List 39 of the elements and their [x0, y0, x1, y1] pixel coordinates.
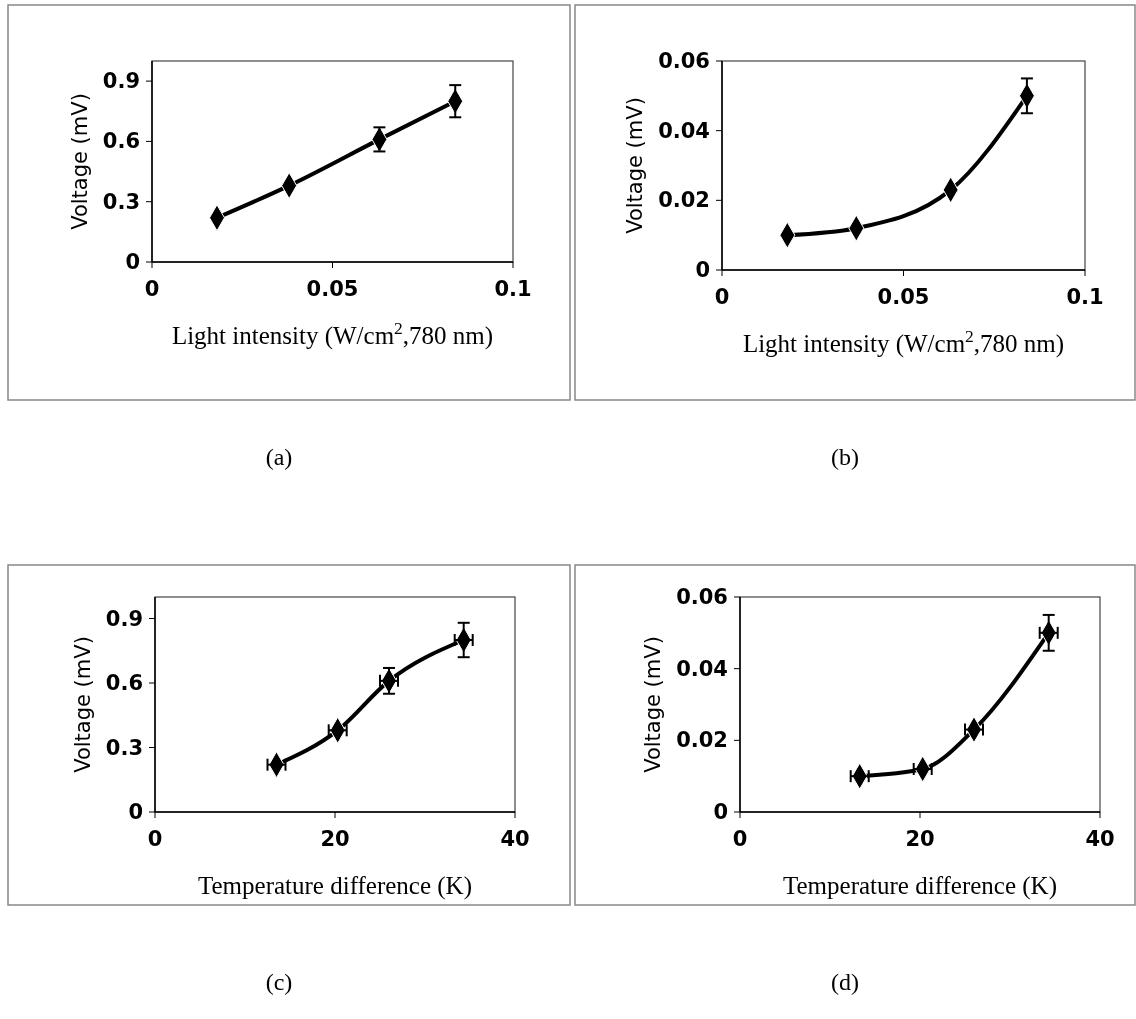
text: (b): [831, 444, 859, 470]
y-tick-label: 0.02: [658, 188, 710, 213]
x-axis-title: Light intensity (W/cm$^{2}$,780 nm): [171, 318, 494, 350]
x-tick-label: 20: [320, 827, 350, 851]
x-axis-title: Temperature difference (K): [197, 872, 473, 900]
x-tick-label: 0.1: [494, 277, 532, 301]
x-tick-label: 0.05: [877, 285, 930, 309]
x-tick-label: 0: [147, 827, 163, 851]
x-tick-label: 20: [905, 827, 935, 851]
y-tick-label: 0.6: [105, 671, 143, 695]
y-axis-title: Voltage (mV): [71, 636, 95, 773]
x-tick-label: 0.1: [1066, 285, 1104, 309]
y-tick-label: 0: [128, 800, 143, 824]
y-axis-title: Voltage (mV): [641, 636, 665, 773]
x-axis-title: Temperature difference (K): [782, 872, 1058, 900]
text: (d): [831, 969, 859, 995]
y-axis-title: Voltage (mV): [623, 97, 647, 234]
text: (c): [265, 969, 293, 995]
y-tick-label: 0.04: [676, 656, 728, 681]
y-tick-label: 0.9: [102, 69, 140, 94]
y-tick-label: 0.6: [102, 129, 140, 154]
y-tick-label: 0: [125, 250, 140, 274]
y-tick-label: 0.06: [676, 585, 728, 609]
x-tick-label: 0: [732, 827, 748, 851]
y-tick-label: 0.02: [676, 728, 728, 753]
text: (a): [265, 444, 293, 470]
y-tick-label: 0.9: [105, 606, 143, 631]
y-tick-label: 0.04: [658, 118, 710, 143]
y-axis-title: Voltage (mV): [68, 93, 92, 230]
y-tick-label: 0.3: [105, 735, 143, 760]
y-tick-label: 0: [713, 800, 728, 824]
x-axis-title: Light intensity (W/cm$^{2}$,780 nm): [742, 326, 1065, 358]
x-tick-label: 0.05: [306, 277, 359, 301]
y-tick-label: 0.06: [658, 49, 710, 73]
y-tick-label: 0.3: [102, 189, 140, 214]
x-tick-label: 0: [144, 277, 160, 301]
x-tick-label: 40: [1085, 827, 1115, 851]
x-tick-label: 40: [500, 827, 530, 851]
y-tick-label: 0: [695, 258, 710, 282]
